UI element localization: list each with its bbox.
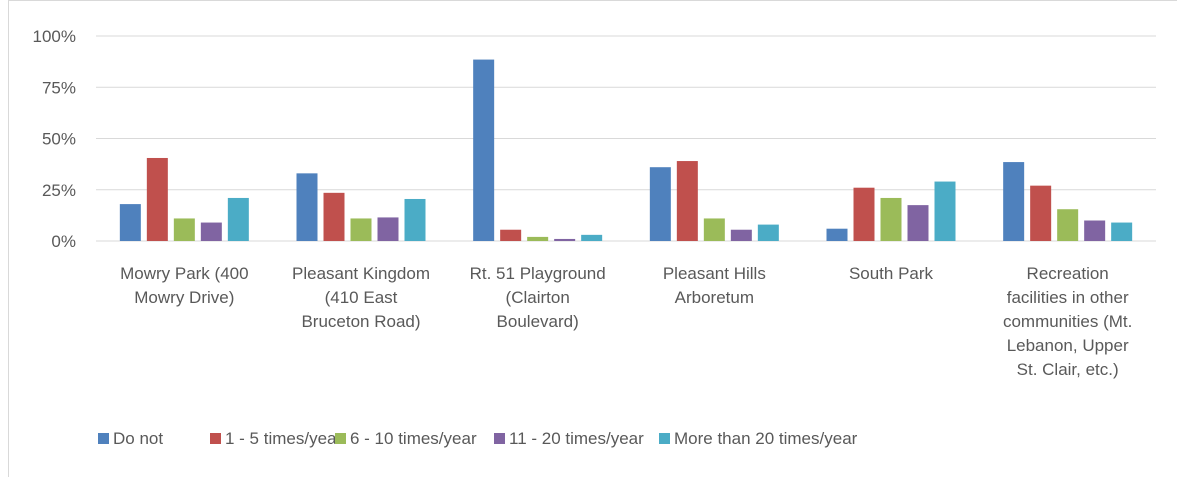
x-tick-label: Mowry Park (400 Mowry Drive) [120, 264, 248, 307]
legend-swatch [494, 433, 505, 444]
x-tick-label: Recreation facilities in other communities… [1003, 264, 1132, 379]
bar [853, 187, 875, 241]
x-tick-label-line: South Park [849, 264, 934, 283]
bar [350, 218, 372, 241]
bar [404, 198, 426, 241]
x-tick-label: Pleasant Kingdom (410 East Bruceton Road) [292, 264, 430, 331]
x-tick-label-line: (410 East [325, 288, 398, 307]
legend-label: Do not [113, 429, 163, 448]
x-tick-label-line: Mowry Park (400 [120, 264, 248, 283]
bar [934, 181, 956, 241]
legend-swatch [659, 433, 670, 444]
bar [227, 197, 249, 241]
x-tick-label-line: Rt. 51 Playground [470, 264, 606, 283]
bar [880, 197, 902, 241]
y-tick-label: 50% [42, 130, 76, 149]
x-tick-label-line: Bruceton Road) [301, 312, 420, 331]
bar [146, 157, 168, 241]
x-tick-label-line: Pleasant Kingdom [292, 264, 430, 283]
x-tick-label-line: facilities in other [1007, 288, 1129, 307]
x-tick-label-line: communities (Mt. [1003, 312, 1132, 331]
bar [581, 234, 603, 241]
legend-swatch [98, 433, 109, 444]
bar [826, 228, 848, 241]
bar [377, 217, 399, 241]
bar [1030, 185, 1052, 241]
legend-swatch [210, 433, 221, 444]
x-tick-label-line: Recreation [1027, 264, 1109, 283]
x-tick-label-line: Pleasant Hills [663, 264, 766, 283]
bar [1111, 222, 1133, 241]
legend-label: 11 - 20 times/year [509, 429, 644, 448]
x-tick-label-line: Mowry Drive) [134, 288, 234, 307]
bar [1003, 162, 1025, 241]
x-tick-label-line: Boulevard) [497, 312, 579, 331]
bar [500, 229, 522, 241]
bar [730, 229, 752, 241]
bar [296, 173, 318, 241]
x-tick-label-line: (Clairton [506, 288, 570, 307]
y-tick-label: 0% [51, 232, 76, 251]
bar [173, 218, 195, 241]
bar [703, 218, 725, 241]
chart-frame [8, 0, 1177, 477]
x-tick-label: Pleasant Hills Arboretum [663, 264, 766, 307]
legend-label: 1 - 5 times/year [225, 429, 342, 448]
legend-label: More than 20 times/year [674, 429, 858, 448]
x-tick-label-line: Arboretum [675, 288, 754, 307]
bar [1057, 209, 1079, 241]
legend-swatch [335, 433, 346, 444]
x-tick-label: Rt. 51 Playground (Clairton Boulevard) [470, 264, 606, 331]
y-tick-label: 75% [42, 78, 76, 97]
bar [649, 167, 671, 241]
bar [676, 161, 698, 241]
y-tick-label: 25% [42, 181, 76, 200]
bar [554, 238, 576, 241]
bar [527, 236, 549, 241]
bar [323, 192, 345, 241]
legend-label: 6 - 10 times/year [350, 429, 477, 448]
x-tick-label: South Park [849, 264, 934, 283]
x-tick-label-line: Lebanon, Upper [1007, 336, 1129, 355]
bar [473, 59, 495, 242]
bar [757, 224, 779, 241]
y-tick-label: 100% [33, 27, 76, 46]
bar [200, 222, 222, 241]
bar [907, 205, 929, 241]
bar [119, 204, 141, 241]
bar [1084, 220, 1106, 241]
x-tick-label-line: St. Clair, etc.) [1017, 360, 1119, 379]
